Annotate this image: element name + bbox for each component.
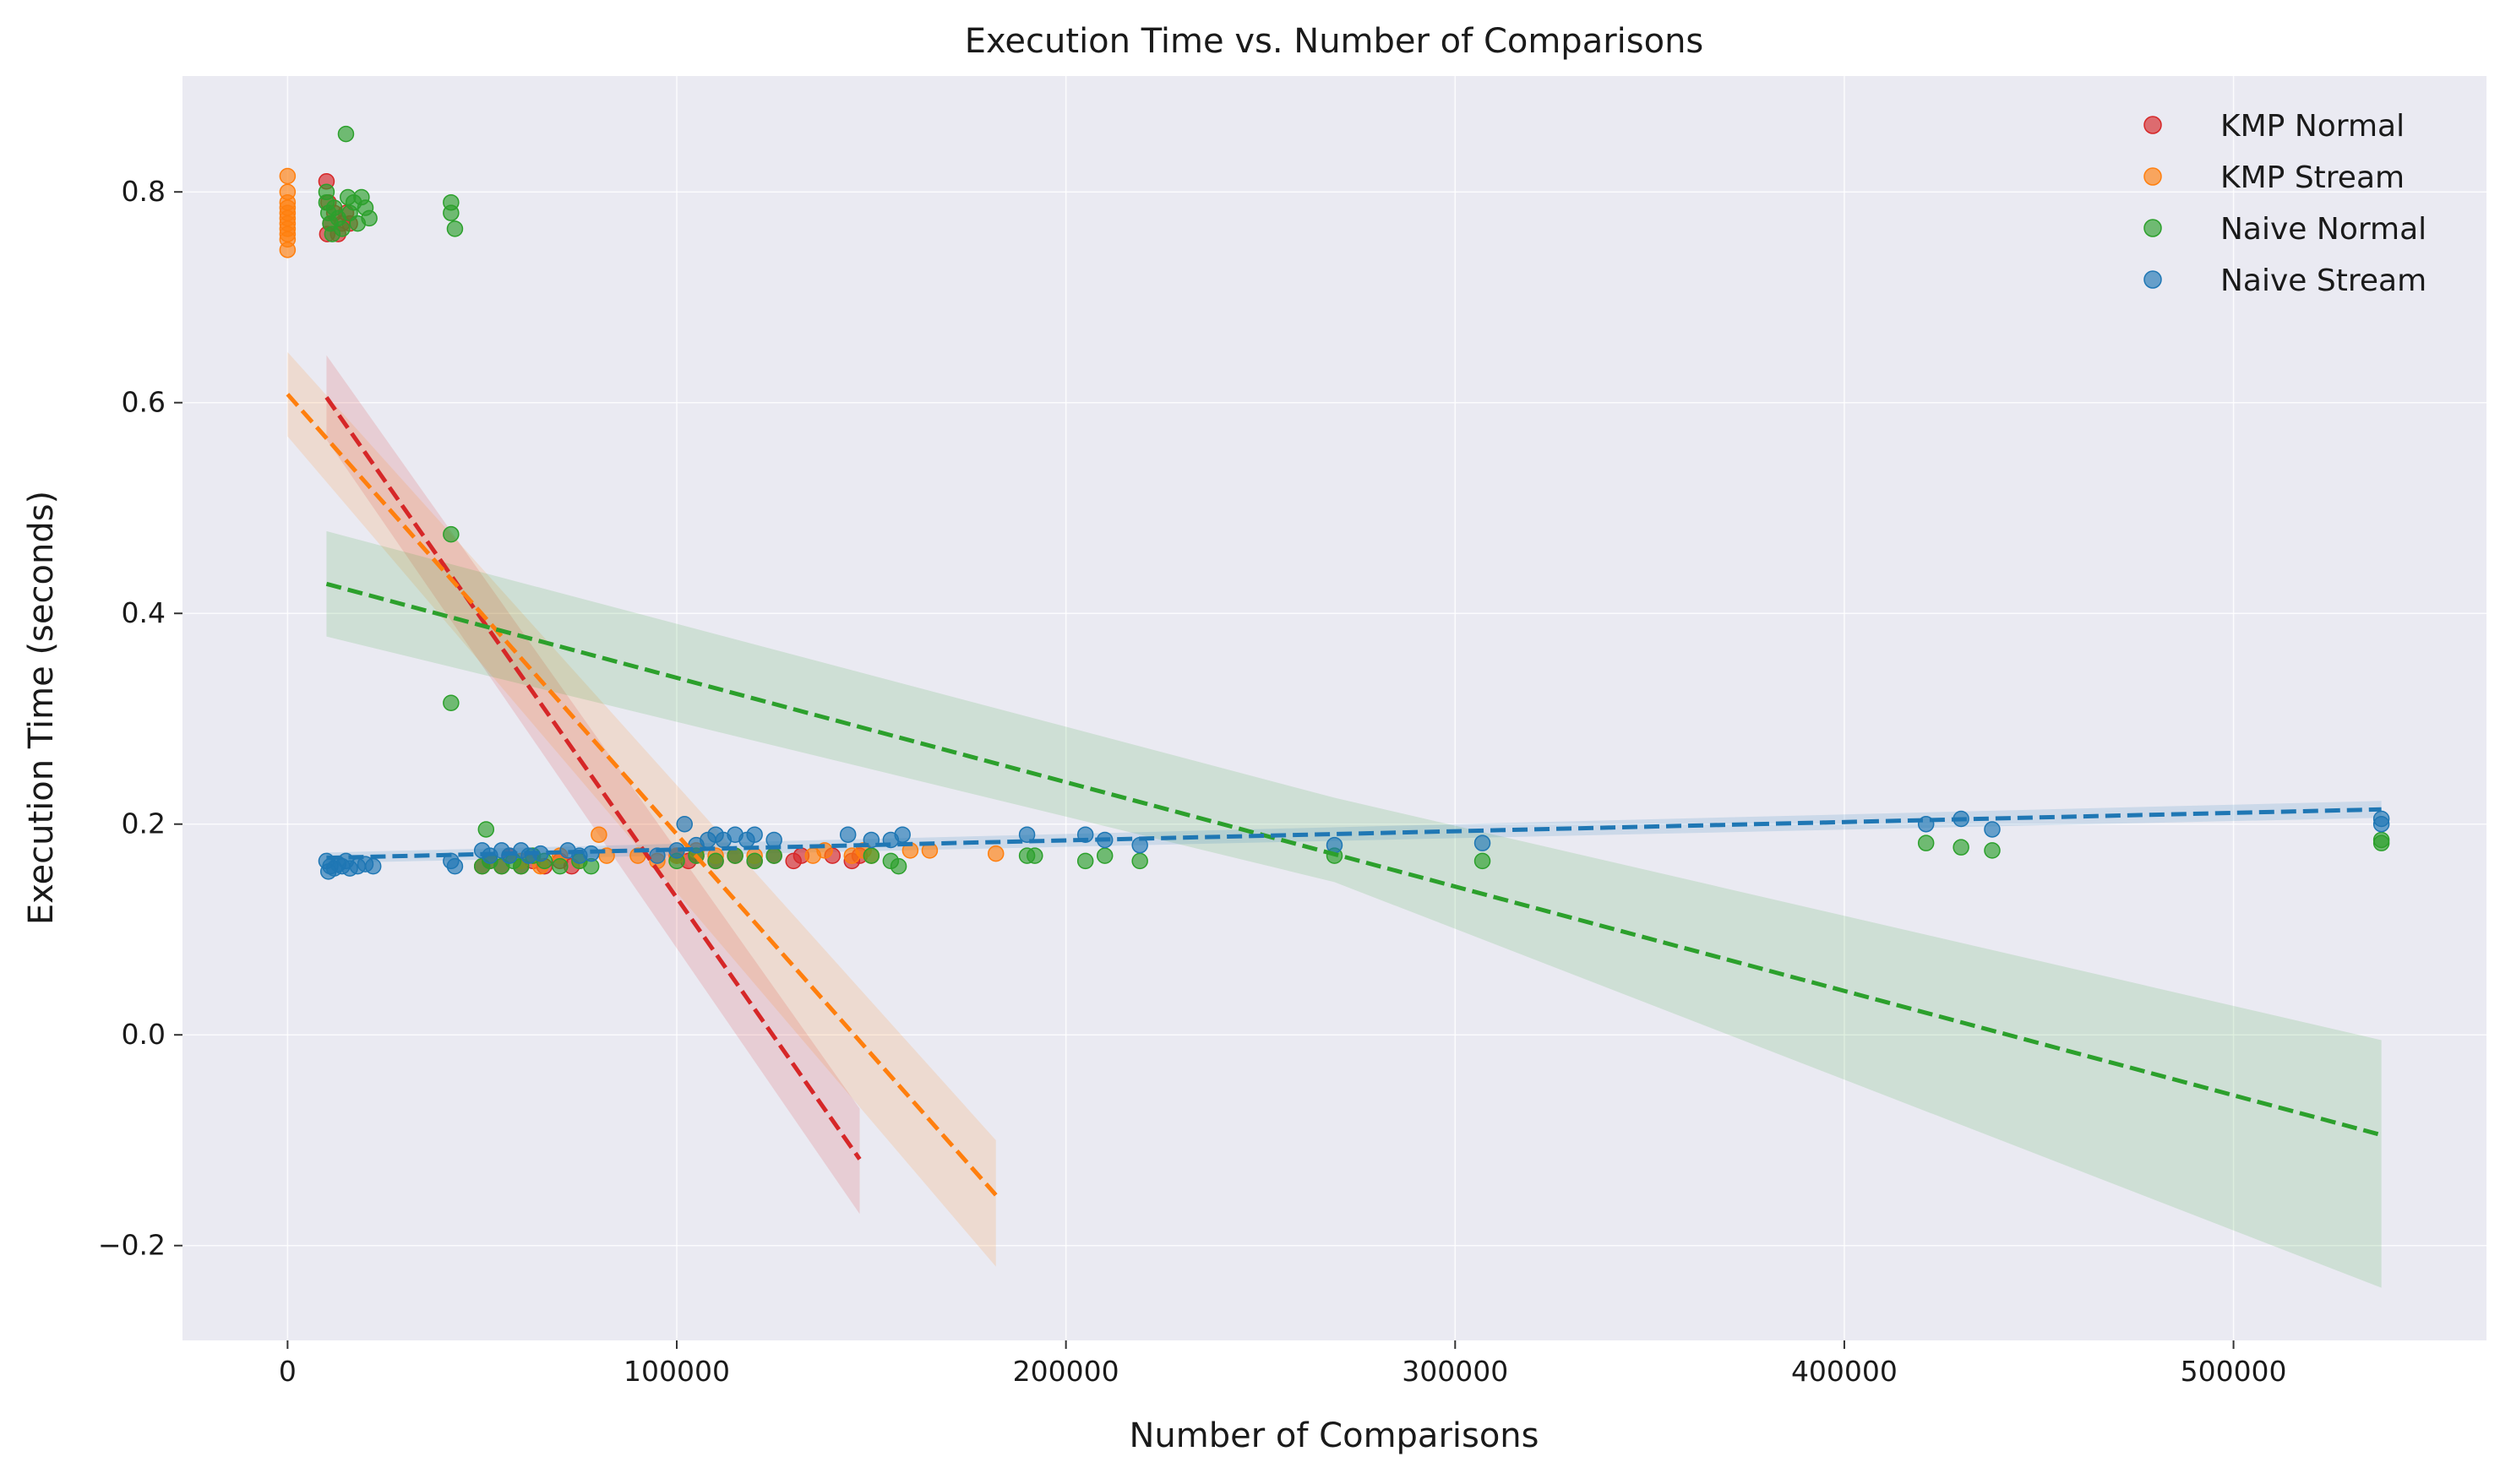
point-naive-stream <box>446 857 464 875</box>
y-tick-label: −0.2 <box>98 1229 166 1262</box>
point-naive-normal <box>765 847 782 864</box>
point-naive-stream <box>1018 826 1036 843</box>
point-naive-normal <box>552 857 569 875</box>
point-naive-normal <box>443 204 460 221</box>
point-naive-normal <box>361 209 378 227</box>
point-naive-stream <box>2372 815 2390 833</box>
trend-line-kmp-normal <box>324 396 862 1161</box>
point-naive-normal <box>334 220 351 237</box>
x-tick-label: 0 <box>279 1355 297 1388</box>
y-tick-label: 0.4 <box>122 596 166 629</box>
y-axis-ticks: −0.2 0.0 0.2 0.4 0.6 0.8 <box>98 175 182 1262</box>
point-naive-stream <box>676 815 693 833</box>
confidence-band-kmp-normal <box>326 355 860 1215</box>
point-kmp-stream <box>279 242 297 258</box>
point-naive-normal <box>1953 839 1969 856</box>
y-tick-label: 0.8 <box>122 175 166 208</box>
trend-line-naive-stream <box>326 807 2382 861</box>
point-naive-normal <box>1473 852 1491 870</box>
data-points <box>279 125 2390 880</box>
point-naive-normal <box>446 220 464 237</box>
legend-label-kmp-normal: KMP Normal <box>2220 109 2405 144</box>
point-naive-normal <box>707 852 724 870</box>
y-tick-label: 0.0 <box>122 1018 166 1051</box>
point-kmp-stream <box>987 845 1005 862</box>
point-naive-stream <box>1473 834 1491 851</box>
point-naive-normal <box>443 694 460 712</box>
legend-marker-naive-stream <box>2143 270 2162 289</box>
legend-marker-kmp-normal <box>2143 116 2162 134</box>
legend-label-kmp-stream: KMP Stream <box>2220 160 2405 195</box>
point-kmp-stream <box>591 826 607 843</box>
y-tick-label: 0.2 <box>122 807 166 840</box>
legend-label-naive-normal: Naive Normal <box>2220 212 2426 247</box>
point-kmp-stream <box>279 167 297 185</box>
legend: KMP Normal KMP Stream Naive Normal Naive St… <box>2143 109 2426 298</box>
x-tick-label: 200000 <box>1013 1355 1119 1388</box>
trend-line-kmp-stream <box>286 393 998 1197</box>
point-naive-stream <box>364 857 382 875</box>
trend-line-naive-normal <box>325 581 2383 1138</box>
y-tick-label: 0.6 <box>122 386 166 419</box>
point-naive-normal <box>746 852 763 870</box>
legend-marker-kmp-stream <box>2143 167 2162 186</box>
x-tick-label: 100000 <box>624 1355 730 1388</box>
point-naive-normal <box>1131 852 1148 870</box>
point-naive-normal <box>477 821 495 838</box>
point-naive-normal <box>863 847 880 864</box>
legend-label-naive-stream: Naive Stream <box>2220 264 2426 298</box>
point-naive-normal <box>443 525 460 543</box>
point-naive-normal <box>1076 852 1094 870</box>
point-naive-stream <box>1326 836 1343 854</box>
trend-lines <box>286 393 2383 1197</box>
legend-marker-naive-normal <box>2143 219 2162 237</box>
point-naive-normal <box>890 857 907 875</box>
point-naive-normal <box>1984 842 2001 859</box>
point-naive-normal <box>2372 834 2390 851</box>
grid <box>182 76 2486 1340</box>
x-tick-label: 300000 <box>1402 1355 1508 1388</box>
x-tick-label: 500000 <box>2181 1355 2287 1388</box>
point-naive-normal <box>1917 834 1935 851</box>
y-axis-label: Execution Time (seconds) <box>22 491 61 925</box>
x-tick-label: 400000 <box>1791 1355 1898 1388</box>
chart-title: Execution Time vs. Number of Comparisons <box>965 22 1704 61</box>
point-naive-normal <box>1027 847 1043 864</box>
point-naive-stream <box>746 826 763 843</box>
confidence-band-kmp-stream <box>287 351 996 1267</box>
point-naive-normal <box>1096 847 1114 864</box>
point-naive-stream <box>1984 821 2001 838</box>
point-naive-normal <box>337 125 355 143</box>
x-axis-ticks: 0 100000 200000 300000 400000 500000 <box>279 1340 2287 1388</box>
point-naive-stream <box>839 826 857 843</box>
point-naive-stream <box>894 826 911 843</box>
x-axis-label: Number of Comparisons <box>1130 1416 1539 1455</box>
